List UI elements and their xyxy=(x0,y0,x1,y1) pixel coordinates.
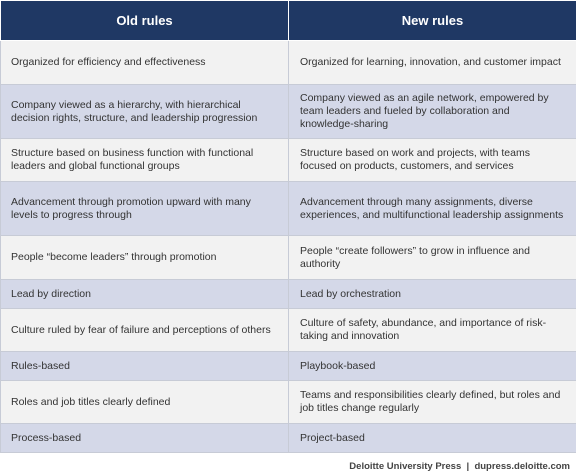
table-row: Company viewed as a hierarchy, with hier… xyxy=(0,84,576,139)
old-rule-cell: Organized for efficiency and effectivene… xyxy=(0,40,289,85)
new-rule-cell: Organized for learning, innovation, and … xyxy=(288,40,576,85)
old-rule-cell: Structure based on business function wit… xyxy=(0,138,289,182)
new-rule-cell: People “create followers” to grow in inf… xyxy=(288,235,576,280)
new-rule-cell: Culture of safety, abundance, and import… xyxy=(288,308,576,352)
new-rule-cell: Project-based xyxy=(288,423,576,453)
new-rule-cell: Lead by orchestration xyxy=(288,279,576,309)
table-row: Rules-based Playbook-based xyxy=(0,351,576,381)
old-rule-cell: Roles and job titles clearly defined xyxy=(0,380,289,424)
table-row: Roles and job titles clearly defined Tea… xyxy=(0,380,576,424)
table-row: Organized for efficiency and effectivene… xyxy=(0,40,576,85)
new-rule-cell: Company viewed as an agile network, empo… xyxy=(288,84,576,139)
header-old-rules: Old rules xyxy=(0,0,289,41)
old-rule-cell: Culture ruled by fear of failure and per… xyxy=(0,308,289,352)
table-row: Advancement through promotion upward wit… xyxy=(0,181,576,236)
table-row: Structure based on business function wit… xyxy=(0,138,576,182)
new-rule-cell: Advancement through many assignments, di… xyxy=(288,181,576,236)
old-rule-cell: Process-based xyxy=(0,423,289,453)
rules-table: Old rules New rules Organized for effici… xyxy=(0,0,576,453)
header-row: Old rules New rules xyxy=(0,0,576,41)
table-row: Process-based Project-based xyxy=(0,423,576,453)
source-credit: Deloitte University Press | dupress.delo… xyxy=(349,461,570,472)
old-rule-cell: Advancement through promotion upward wit… xyxy=(0,181,289,236)
new-rule-cell: Teams and responsibilities clearly defin… xyxy=(288,380,576,424)
table-row: People “become leaders” through promotio… xyxy=(0,235,576,280)
table-row: Lead by direction Lead by orchestration xyxy=(0,279,576,309)
old-rule-cell: Company viewed as a hierarchy, with hier… xyxy=(0,84,289,139)
old-rule-cell: People “become leaders” through promotio… xyxy=(0,235,289,280)
new-rule-cell: Structure based on work and projects, wi… xyxy=(288,138,576,182)
header-new-rules: New rules xyxy=(288,0,576,41)
new-rule-cell: Playbook-based xyxy=(288,351,576,381)
old-rule-cell: Lead by direction xyxy=(0,279,289,309)
old-rule-cell: Rules-based xyxy=(0,351,289,381)
table-row: Culture ruled by fear of failure and per… xyxy=(0,308,576,352)
